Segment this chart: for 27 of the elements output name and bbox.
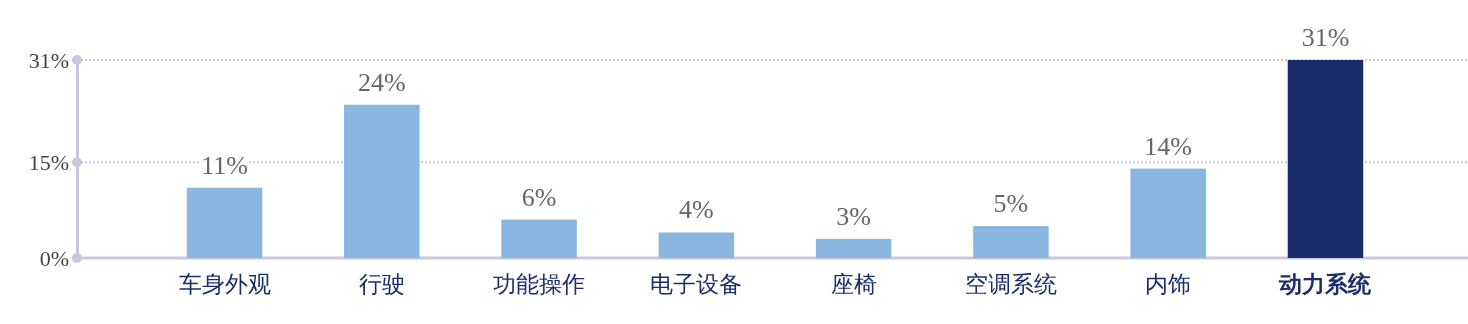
x-tick-label: 车身外观 bbox=[178, 271, 271, 298]
bar bbox=[1287, 60, 1364, 258]
y-tick-label: 31% bbox=[28, 47, 69, 73]
data-label: 5% bbox=[993, 189, 1029, 219]
x-tick-label: 座椅 bbox=[830, 271, 877, 298]
x-tick-label: 电子设备 bbox=[650, 271, 743, 298]
data-label: 31% bbox=[1301, 23, 1350, 52]
data-label: 14% bbox=[1144, 131, 1193, 161]
data-label: 6% bbox=[521, 182, 557, 212]
bar bbox=[658, 232, 735, 258]
data-label: 24% bbox=[357, 67, 406, 97]
x-tick-label: 空调系统 bbox=[964, 271, 1057, 298]
y-tick-label: 15% bbox=[28, 149, 69, 175]
x-tick-label: 功能操作 bbox=[493, 271, 586, 298]
bar bbox=[815, 238, 892, 258]
x-tick-label: 内饰 bbox=[1145, 271, 1192, 298]
x-tick-label: 动力系统 bbox=[1278, 271, 1373, 298]
bar bbox=[344, 104, 420, 258]
data-label: 4% bbox=[679, 195, 714, 225]
bar bbox=[501, 219, 577, 258]
y-tick-label: 0% bbox=[39, 245, 69, 271]
bar bbox=[1130, 168, 1206, 258]
data-label: 3% bbox=[836, 201, 871, 231]
bar bbox=[186, 187, 263, 258]
x-tick-label: 行驶 bbox=[358, 271, 405, 298]
data-label: 11% bbox=[201, 150, 248, 180]
bar bbox=[973, 226, 1049, 258]
